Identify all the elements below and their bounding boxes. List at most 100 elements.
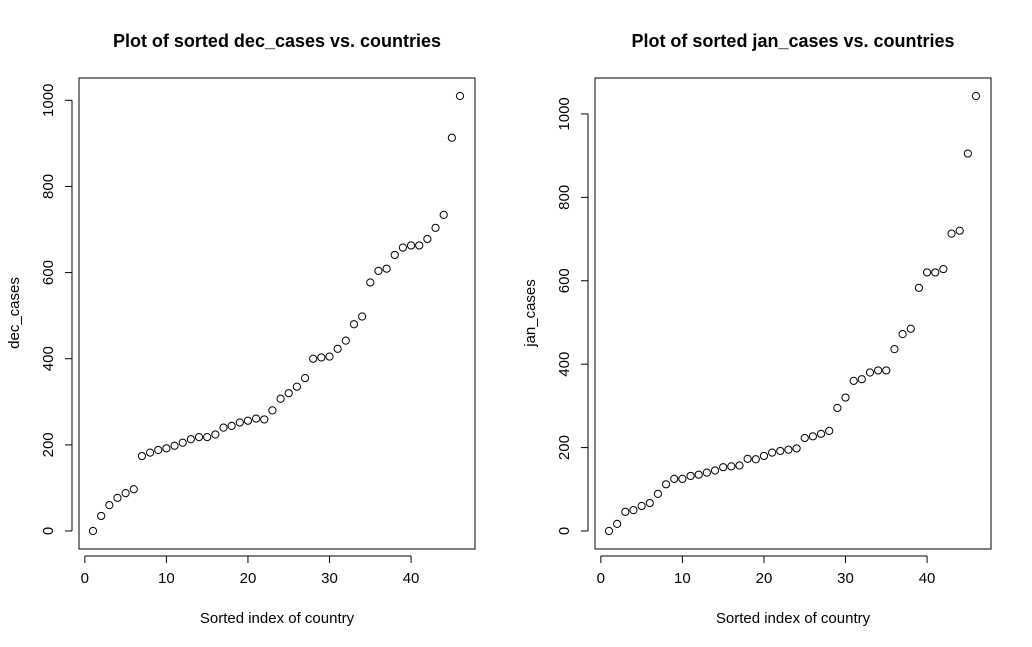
data-point	[439, 210, 448, 219]
data-points	[604, 91, 981, 536]
x-axis: 0 10 20 30 40	[597, 555, 935, 587]
data-point	[252, 414, 261, 423]
data-point	[284, 389, 293, 398]
data-point	[849, 376, 858, 385]
data-point	[653, 489, 663, 498]
data-point	[219, 423, 228, 432]
data-point	[604, 526, 614, 536]
data-point	[882, 366, 891, 375]
data-point	[784, 445, 793, 454]
data-point	[947, 229, 956, 238]
data-point	[759, 451, 769, 461]
x-tick-label: 30	[837, 570, 854, 587]
data-point	[194, 433, 204, 442]
data-point	[816, 429, 826, 438]
jan-cases-panel: Plot of sorted jan_cases vs. countries S…	[522, 31, 992, 627]
data-point	[227, 421, 236, 431]
x-axis: 0 10 20 30 40	[81, 555, 420, 587]
data-point	[113, 493, 122, 502]
data-point	[792, 444, 801, 453]
data-point	[931, 268, 940, 277]
y-tick-label: 0	[40, 527, 57, 535]
data-point	[719, 463, 728, 472]
data-point	[325, 352, 334, 361]
data-point	[431, 223, 440, 232]
y-tick-label: 800	[556, 185, 573, 210]
data-point	[129, 485, 138, 494]
data-point	[678, 474, 687, 483]
data-point	[170, 441, 179, 450]
data-point	[874, 366, 883, 375]
data-point	[154, 445, 163, 455]
data-point	[366, 278, 375, 287]
y-tick-label: 200	[556, 435, 573, 460]
data-point	[292, 382, 301, 391]
data-point	[890, 345, 899, 354]
data-point	[800, 433, 809, 443]
y-tick-label: 800	[40, 174, 57, 199]
data-point	[300, 374, 310, 383]
data-point	[971, 91, 981, 101]
plot-frame	[78, 77, 476, 550]
data-point	[841, 393, 850, 402]
data-point	[645, 498, 654, 508]
data-point	[374, 266, 383, 275]
data-point	[825, 426, 834, 436]
data-point	[727, 462, 736, 471]
y-axis-label: dec_cases	[6, 277, 23, 349]
y-axis: 0 200 400 600 800 1000	[40, 84, 73, 535]
data-point	[637, 501, 646, 511]
data-point	[447, 133, 456, 142]
data-point	[751, 455, 760, 464]
data-point	[423, 234, 432, 244]
y-tick-label: 600	[556, 268, 573, 293]
data-point	[768, 448, 777, 457]
data-point	[121, 488, 130, 498]
data-point	[317, 353, 326, 362]
data-point	[390, 250, 399, 260]
data-point	[341, 336, 350, 345]
data-point	[137, 451, 147, 461]
x-axis-label: Sorted index of country	[716, 610, 871, 627]
y-tick-label: 600	[40, 260, 57, 285]
x-tick-label: 0	[597, 570, 605, 587]
data-point	[922, 268, 932, 277]
y-axis-label: jan_cases	[522, 279, 539, 348]
y-tick-label: 400	[556, 352, 573, 377]
data-point	[349, 320, 359, 329]
x-tick-label: 40	[403, 570, 420, 587]
x-tick-label: 20	[756, 570, 773, 587]
data-point	[186, 435, 195, 444]
data-point	[613, 519, 622, 529]
chart-title: Plot of sorted jan_cases vs. countries	[631, 31, 954, 51]
x-axis-label: Sorted index of country	[200, 610, 355, 627]
data-point	[914, 283, 924, 292]
data-point	[629, 506, 638, 515]
data-point	[260, 415, 269, 424]
data-point	[776, 446, 785, 456]
y-tick-label: 1000	[40, 84, 57, 117]
data-point	[276, 394, 285, 403]
data-point	[243, 416, 253, 425]
y-axis: 0 200 400 600 800 1000	[556, 97, 589, 535]
data-points	[88, 91, 465, 536]
x-tick-label: 10	[674, 570, 691, 587]
data-point	[939, 264, 948, 274]
data-point	[105, 501, 114, 510]
plot-frame	[594, 77, 992, 550]
data-point	[309, 354, 318, 363]
data-point	[735, 461, 744, 470]
y-tick-label: 400	[40, 346, 57, 371]
data-point	[743, 454, 752, 463]
data-point	[865, 368, 875, 377]
x-tick-label: 0	[81, 570, 89, 587]
data-point	[398, 243, 408, 252]
data-point	[686, 471, 695, 481]
x-tick-label: 20	[240, 570, 257, 587]
y-tick-label: 200	[40, 432, 57, 457]
data-point	[268, 406, 277, 415]
data-point	[621, 507, 630, 516]
data-point	[833, 403, 842, 413]
data-point	[906, 324, 915, 333]
